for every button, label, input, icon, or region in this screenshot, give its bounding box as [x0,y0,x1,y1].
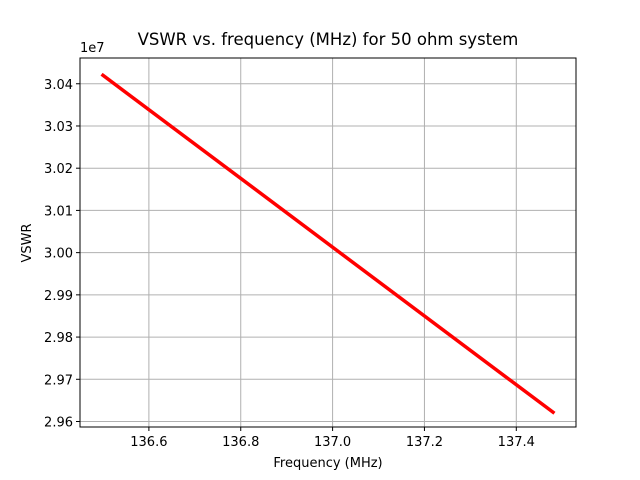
x-tick-label: 137.4 [498,435,535,450]
y-tick-label: 2.96 [44,416,73,431]
y-tick-label: 2.99 [44,289,73,304]
y-tick-label: 3.03 [44,120,73,135]
x-axis-label: Frequency (MHz) [273,456,382,471]
x-tick-label: 136.8 [222,435,259,450]
x-axis: 136.6 136.8 137.0 137.2 137.4 [130,427,535,450]
y-tick-label: 3.04 [44,78,73,93]
vswr-series-line [100,72,556,415]
y-tick-label: 3.01 [44,204,73,219]
y-tick-label: 2.97 [44,373,73,388]
x-tick-label: 137.2 [406,435,443,450]
y-axis-label: VSWR [20,223,35,262]
y-axis: 2.96 2.97 2.98 2.99 3.00 3.01 3.02 3.03 3.04 [44,78,80,431]
series-layer [100,72,556,415]
x-tick-label: 136.6 [130,435,167,450]
grid-lines [80,58,576,427]
x-tick-label: 137.0 [314,435,351,450]
plot-frame [79,57,577,428]
y-tick-label: 3.02 [44,162,73,177]
y-offset-label: 1e7 [80,41,105,56]
y-tick-label: 2.98 [44,331,73,346]
y-tick-label: 3.00 [44,247,73,262]
chart-title: VSWR vs. frequency (MHz) for 50 ohm syst… [138,30,519,49]
